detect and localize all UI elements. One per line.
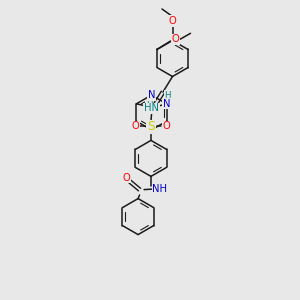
Text: O: O [172,34,179,44]
Text: O: O [131,121,139,131]
Text: O: O [163,121,170,131]
Text: O: O [169,16,176,26]
Text: N: N [163,99,170,109]
Text: S: S [147,120,155,134]
Text: NH: NH [152,184,167,194]
Text: H: H [146,101,152,110]
Text: O: O [122,172,130,183]
Text: H: H [164,91,171,100]
Text: HN: HN [144,103,159,113]
Text: N: N [148,90,155,100]
